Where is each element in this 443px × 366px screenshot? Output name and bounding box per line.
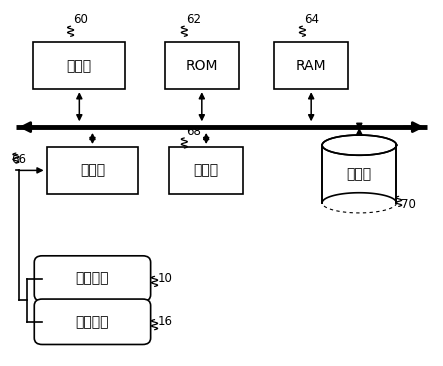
Text: 64: 64 — [305, 13, 319, 26]
Text: 60: 60 — [73, 13, 88, 26]
Bar — [33, 42, 125, 89]
Text: 模板图像: 模板图像 — [76, 315, 109, 329]
Text: ROM: ROM — [186, 59, 218, 73]
Text: 输入图像: 输入图像 — [76, 272, 109, 285]
Text: 处理器: 处理器 — [67, 59, 92, 73]
Text: 66: 66 — [12, 153, 27, 166]
Bar — [47, 147, 138, 194]
Text: RAM: RAM — [296, 59, 326, 73]
Text: 输出部: 输出部 — [194, 163, 219, 178]
Text: 68: 68 — [187, 125, 202, 138]
Bar — [165, 42, 239, 89]
FancyBboxPatch shape — [34, 256, 151, 301]
FancyBboxPatch shape — [34, 299, 151, 344]
Text: 62: 62 — [187, 13, 202, 26]
Text: 输入部: 输入部 — [80, 163, 105, 178]
Text: 16: 16 — [158, 315, 173, 328]
Ellipse shape — [322, 135, 396, 155]
Text: 10: 10 — [158, 272, 173, 285]
Bar — [274, 42, 348, 89]
Bar — [322, 145, 396, 203]
Text: 70: 70 — [401, 198, 416, 211]
Bar — [169, 147, 243, 194]
Text: 存储部: 存储部 — [347, 167, 372, 181]
